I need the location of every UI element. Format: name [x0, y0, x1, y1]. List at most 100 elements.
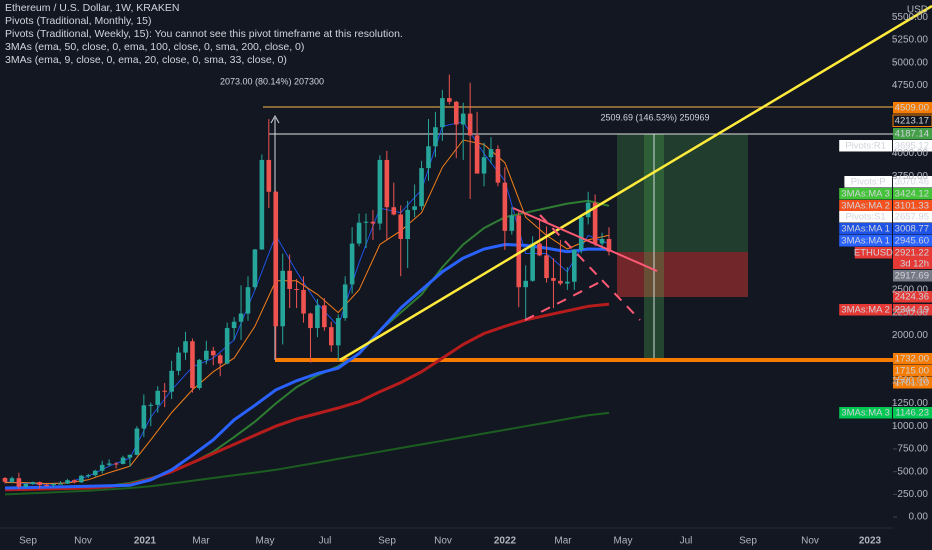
candle-body [280, 270, 286, 327]
y-tick-label: 250.00 [897, 489, 928, 500]
candle-body [99, 464, 105, 471]
candle-body [481, 157, 487, 174]
price-tag-name-label: Pivots:S1 [846, 212, 886, 223]
price-tag [893, 235, 932, 247]
price-tag-name-label: ETHUSD [854, 248, 893, 259]
y-tick-label: 5250.00 [892, 35, 929, 46]
candle-body [384, 159, 390, 208]
price-tag [893, 102, 932, 114]
candle-body [176, 352, 181, 371]
y-tick-label: 3750.00 [892, 171, 929, 182]
wedge-line [524, 281, 601, 321]
candle-body [148, 404, 154, 406]
price-tag-name-label: 3MAs:MA 2 [841, 201, 890, 212]
wedge-line [539, 214, 641, 321]
x-tick-label: Jul [680, 536, 693, 547]
candle-body [565, 281, 570, 284]
y-tick-label: 500.00 [897, 466, 928, 477]
candle-body [252, 249, 258, 288]
candle-body [558, 280, 563, 284]
candle-body [377, 159, 383, 224]
legend-line: Pivots (Traditional, Monthly, 15) [5, 15, 151, 27]
candle-body [516, 215, 522, 288]
loss-zone [617, 252, 748, 297]
y-tick-label: 4000.00 [892, 148, 929, 159]
candle-body [509, 215, 515, 231]
candle-body [294, 288, 299, 290]
price-tag-name-label: Pivots:P [851, 177, 886, 188]
x-tick-label: Jul [319, 536, 332, 547]
candle-body [447, 98, 452, 102]
candle-body [245, 287, 251, 314]
price-tag-name [839, 211, 892, 223]
candle-body [44, 484, 49, 486]
candle-body [530, 243, 535, 281]
price-tag-value: 3424.12 [895, 189, 929, 200]
y-tick-label: 5500.00 [892, 12, 929, 23]
candle-body [127, 454, 133, 458]
price-tag-name [844, 176, 892, 188]
legend-line: 3MAs (ema, 9, close, 0, ema, 20, close, … [5, 54, 287, 66]
candle-body [231, 321, 237, 329]
trend-line [512, 207, 658, 272]
candle-body [315, 305, 320, 329]
price-tag-name-label: 3MAs:MA 1 [841, 236, 890, 247]
candle-body [16, 478, 22, 487]
price-tag-name [839, 407, 892, 419]
candle-body [495, 149, 501, 183]
price-tag-name [839, 304, 892, 316]
candle-body [30, 482, 36, 484]
candle-body [308, 313, 313, 329]
x-tick-label: Nov [74, 536, 92, 547]
candle-body [426, 146, 431, 169]
legend-title: Ethereum / U.S. Dollar, 1W, KRAKEN [5, 2, 179, 14]
candle-body [370, 221, 376, 224]
candle-body [273, 191, 279, 327]
ma-line [5, 139, 610, 485]
price-tag-value: 1146.23 [895, 408, 929, 419]
price-tag-value: 2344.19 [895, 305, 929, 316]
legend-line: Pivots (Traditional, Weekly, 15): You ca… [5, 28, 403, 40]
price-tag-name-label: 3MAs:MA 3 [841, 408, 890, 419]
y-tick-label: 5000.00 [892, 57, 929, 68]
measure-label: 2073.00 (80.14%) 207300 [220, 76, 324, 86]
price-tag [893, 407, 932, 419]
x-tick-label: Sep [739, 536, 757, 547]
candle-body [79, 475, 84, 483]
candle-body [210, 350, 216, 356]
price-tag-countdown: 3d 12h [900, 259, 929, 270]
price-tag-value: 3008.77 [895, 224, 929, 235]
candle-body [141, 405, 147, 429]
x-tick-label: May [614, 536, 633, 547]
measure-label: 2509.69 (146.53%) 250969 [600, 112, 709, 122]
price-tag [893, 140, 932, 152]
candle-body [474, 135, 480, 174]
candle-body [120, 457, 126, 464]
candle-body [349, 243, 355, 285]
price-tag-value: 1715.00 [895, 366, 929, 377]
candle-body [190, 341, 195, 389]
candle-body [551, 278, 556, 281]
price-tag [893, 211, 932, 223]
price-tag-value: 1701.10 [895, 378, 929, 389]
price-tag-name [839, 200, 892, 212]
candle-body [301, 289, 306, 314]
trend-line [339, 4, 932, 362]
price-tag-value: 3101.33 [895, 201, 929, 212]
price-tag [892, 114, 932, 127]
candle-body [266, 159, 272, 192]
x-tick-label: Mar [192, 536, 210, 547]
price-tag-value: 4187.14 [895, 129, 929, 140]
candle-body [405, 209, 410, 240]
price-tag [893, 223, 932, 235]
price-tag [893, 365, 932, 377]
price-tag-value: 2917.69 [895, 271, 929, 282]
price-tag-value: 2657.95 [895, 212, 929, 223]
x-tick-label: 2021 [134, 536, 157, 547]
candle-body [460, 113, 466, 125]
candle-body [571, 249, 577, 282]
price-tag-value: 2424.36 [895, 292, 929, 303]
candle-body [391, 207, 397, 215]
